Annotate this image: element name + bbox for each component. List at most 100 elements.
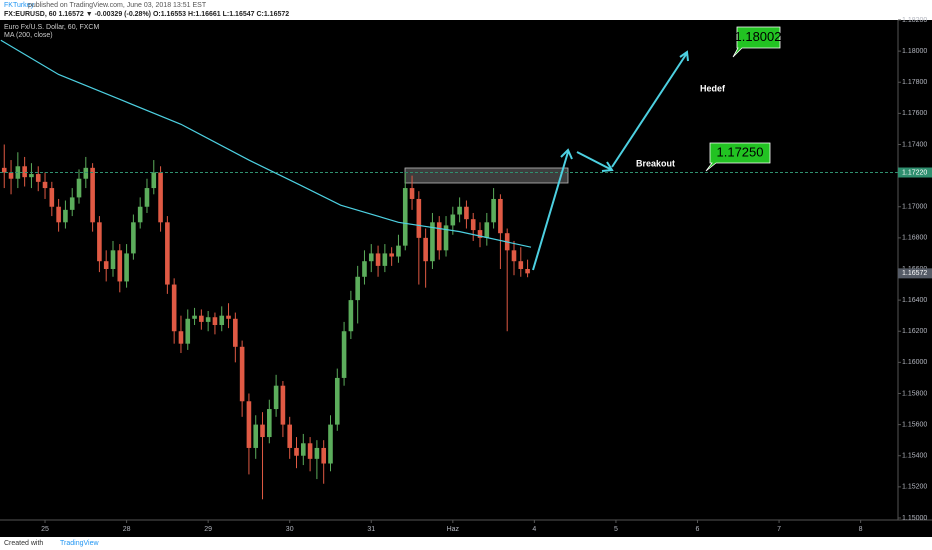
- candle-body: [525, 268, 530, 274]
- candle-body: [103, 261, 109, 269]
- candle-body: [334, 377, 340, 425]
- candle-body: [117, 250, 123, 282]
- candle-body: [171, 284, 177, 332]
- y-tick-label: 1.18200: [902, 17, 927, 24]
- author: FKTurkey: [4, 2, 35, 9]
- candle-body: [137, 206, 143, 223]
- candle-body: [273, 385, 279, 410]
- candle-body: [491, 198, 496, 223]
- candle-body: [396, 245, 401, 257]
- footer-bg: [0, 537, 932, 550]
- candle-body: [131, 222, 136, 254]
- ma-line: [0, 39, 532, 248]
- candle-body: [178, 331, 184, 344]
- callout-text: 1.17250: [717, 144, 764, 159]
- candle-body: [416, 198, 422, 238]
- zone-box: [404, 167, 569, 184]
- candle-body: [389, 253, 394, 257]
- x-tick-label: Haz: [447, 526, 460, 533]
- x-tick-label: 5: [614, 526, 618, 533]
- x-tick-label: 7: [777, 526, 781, 533]
- candle-body: [212, 317, 218, 326]
- candle-body: [450, 214, 456, 226]
- candle-body: [49, 188, 55, 207]
- chart-bg: [0, 20, 932, 537]
- y-tick-label: 1.17400: [902, 141, 927, 148]
- candle-body: [280, 385, 286, 425]
- candle-body: [287, 424, 293, 448]
- x-tick-label: 28: [123, 526, 131, 533]
- y-tick-label: 1.17800: [902, 79, 927, 86]
- candle-body: [22, 166, 27, 178]
- annotation: Hedef: [700, 83, 726, 93]
- candle-body: [205, 317, 211, 322]
- candle-body: [260, 424, 265, 438]
- candle-body: [56, 206, 61, 223]
- candle-body: [518, 261, 524, 269]
- price-tag: [898, 167, 932, 178]
- x-tick-label: 30: [286, 526, 294, 533]
- candle-body: [423, 237, 428, 262]
- candle-body: [430, 222, 435, 262]
- arrow-head: [601, 161, 614, 172]
- candle-body: [402, 188, 408, 246]
- x-tick-label: 8: [859, 526, 863, 533]
- candle-body: [267, 409, 272, 438]
- callout: [705, 142, 771, 172]
- candle-body: [477, 230, 483, 238]
- candle-body: [382, 253, 388, 266]
- candle-body: [436, 222, 442, 251]
- candle-body: [328, 424, 333, 464]
- arrow: [576, 151, 613, 171]
- candle-body: [300, 443, 306, 456]
- y-tick-label: 1.15000: [902, 515, 927, 522]
- candle-body: [165, 222, 170, 285]
- published: published on TradingView.com, June 03, 2…: [28, 2, 207, 9]
- candle-body: [348, 300, 354, 332]
- callout-text: 1.18002: [735, 29, 782, 44]
- y-tick-label: 1.16400: [902, 297, 927, 304]
- y-tick-label: 1.16000: [902, 359, 927, 366]
- candle-body: [443, 225, 449, 251]
- callout: [732, 26, 781, 58]
- candle-body: [233, 318, 238, 347]
- candle-body: [219, 315, 225, 326]
- header-bg: [0, 0, 932, 20]
- candle-body: [470, 219, 476, 231]
- candle-body: [110, 250, 116, 269]
- candle-body: [511, 250, 517, 262]
- candle-body: [35, 174, 41, 182]
- price-tag: [898, 268, 932, 279]
- x-tick-label: 25: [41, 526, 49, 533]
- candle-body: [97, 222, 102, 262]
- y-tick-label: 1.17000: [902, 204, 927, 211]
- y-tick-label: 1.15800: [902, 390, 927, 397]
- candle-body: [246, 401, 252, 448]
- y-tick-label: 1.15200: [902, 484, 927, 491]
- candle-body: [83, 167, 89, 179]
- arrow: [532, 151, 569, 271]
- arrow: [611, 52, 688, 168]
- price-tag-label: 1.16572: [902, 270, 927, 277]
- candle-body: [76, 178, 82, 198]
- candle-body: [409, 188, 415, 199]
- candle-body: [158, 172, 163, 223]
- x-tick-label: 4: [532, 526, 536, 533]
- candle-body: [144, 188, 150, 207]
- candle-body: [124, 253, 129, 282]
- candle-body: [199, 315, 204, 322]
- ma-legend: MA (200, close): [4, 32, 53, 39]
- candle-body: [185, 318, 191, 344]
- candle-body: [484, 222, 490, 238]
- y-tick-label: 1.17600: [902, 110, 927, 117]
- y-tick-label: 1.18000: [902, 48, 927, 55]
- candle-body: [226, 315, 231, 319]
- candle-body: [239, 346, 245, 402]
- candle-body: [29, 174, 34, 178]
- x-tick-label: 29: [204, 526, 212, 533]
- arrow-head: [560, 148, 573, 160]
- arrows: [532, 50, 689, 271]
- candle-body: [294, 447, 299, 456]
- candle-body: [8, 172, 14, 179]
